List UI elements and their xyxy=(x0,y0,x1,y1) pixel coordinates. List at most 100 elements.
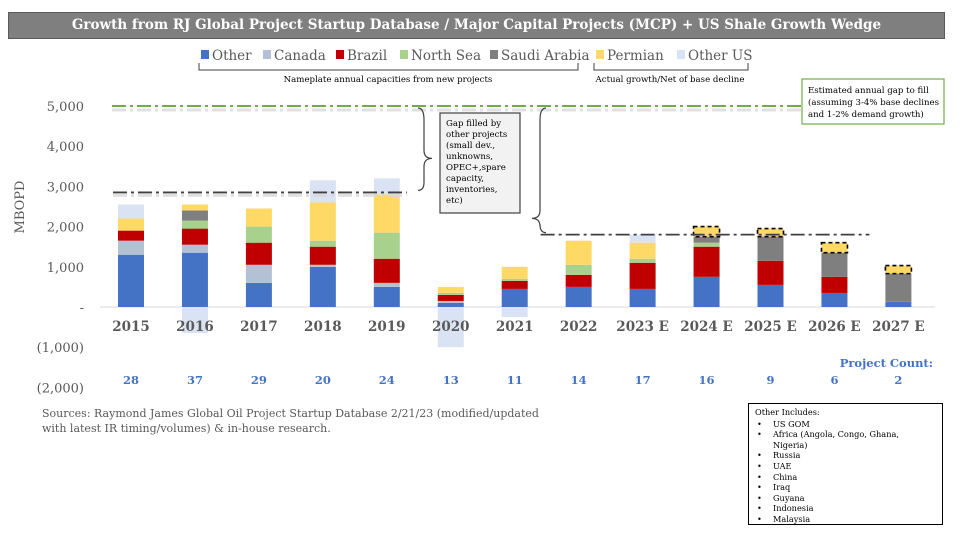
legend-bracket-nameplate xyxy=(198,63,579,71)
bar-saudi-arabia-2025-e xyxy=(757,236,784,261)
bar-canada-2019 xyxy=(373,282,400,287)
bar-north-sea-2024-e xyxy=(693,242,720,247)
bar-saudi-arabia-2024-e xyxy=(693,236,720,243)
y-tick-label: 5,000 xyxy=(47,100,84,115)
bar-other-2019 xyxy=(373,286,400,307)
bar-saudi-arabia-2016 xyxy=(181,210,208,221)
bar-saudi-arabia-2027-e xyxy=(885,273,912,302)
x-tick-label: 2025 E xyxy=(744,319,797,335)
other-includes-list: US GOMAfrica (Angola, Congo, Ghana, Nige… xyxy=(755,419,936,525)
legend-label-north-sea: North Sea xyxy=(411,48,481,64)
bar-canada-2018 xyxy=(309,264,336,267)
x-tick-label: 2019 xyxy=(368,319,406,335)
legend-label-brazil: Brazil xyxy=(347,48,387,64)
bar-brazil-2019 xyxy=(373,258,400,283)
bar-other-us-2019 xyxy=(373,178,400,195)
brace-right xyxy=(531,107,547,234)
bar-brazil-2022 xyxy=(565,274,592,287)
bar-north-sea-2020 xyxy=(437,292,464,295)
bar-other-2018 xyxy=(309,266,336,307)
estimated-gap-box xyxy=(801,78,945,125)
bar-other-2020 xyxy=(437,302,464,307)
bar-north-sea-2022 xyxy=(565,264,592,275)
bar-other-2024-e xyxy=(693,276,720,307)
y-tick-label: 2,000 xyxy=(47,221,84,236)
bar-other-us-negative-2021 xyxy=(501,307,528,318)
bar-other-2021 xyxy=(501,288,528,307)
bar-other-2015 xyxy=(118,254,144,307)
bar-brazil-2015 xyxy=(118,230,144,241)
project-count: 13 xyxy=(443,373,459,387)
bar-permian-2023-e xyxy=(629,242,656,259)
sources-note: Sources: Raymond James Global Oil Projec… xyxy=(42,407,539,435)
other-includes-item: US GOM xyxy=(755,419,936,430)
bar-permian-2024-e xyxy=(693,226,720,237)
gap-filled-text: Gap filled by other projects (small dev., u… xyxy=(446,119,507,206)
legend-swatch-saudi-arabia xyxy=(490,50,498,59)
y-tick-label: - xyxy=(80,301,84,316)
bar-permian-2016 xyxy=(181,204,208,211)
legend-swatch-other xyxy=(201,50,209,59)
legend-swatch-north-sea xyxy=(400,50,408,59)
legend-swatch-permian xyxy=(596,50,604,59)
bar-other-2016 xyxy=(181,252,208,307)
bar-other-us-negative-2020 xyxy=(437,307,464,348)
x-tick-label: 2027 E xyxy=(872,319,925,335)
legend-label-canada: Canada xyxy=(274,48,326,64)
bar-outline-2025-e xyxy=(756,227,785,238)
legend-label-other: Other xyxy=(212,48,252,64)
bar-canada-2015 xyxy=(118,240,144,255)
project-count: 16 xyxy=(699,373,715,387)
bar-permian-2025-e xyxy=(757,228,784,237)
project-count: 20 xyxy=(315,373,331,387)
project-count: 28 xyxy=(123,373,139,387)
other-includes-item: Malaysia xyxy=(755,514,936,525)
bar-outline-2024-e xyxy=(692,225,721,238)
project-count: 17 xyxy=(635,373,651,387)
other-includes-heading: Other Includes: xyxy=(755,407,820,417)
other-includes-item: China xyxy=(755,472,936,483)
y-tick-label: 3,000 xyxy=(47,180,84,195)
legend-label-permian: Permian xyxy=(607,48,664,64)
x-tick-label: 2015 xyxy=(112,319,150,335)
bar-other-2027-e xyxy=(885,301,912,307)
bar-other-us-2015 xyxy=(118,204,144,219)
legend-label-other-us: Other US xyxy=(688,48,753,64)
gap-filled-box xyxy=(439,112,521,214)
bar-other-us-2018 xyxy=(309,180,336,203)
bar-other-us-2023-e xyxy=(629,234,656,243)
x-tick-label: 2026 E xyxy=(808,319,861,335)
bar-permian-2020 xyxy=(437,286,464,293)
x-tick-label: 2024 E xyxy=(680,319,733,335)
x-tick-label: 2016 xyxy=(176,319,214,335)
bar-brazil-2023-e xyxy=(629,262,656,289)
bar-other-2023-e xyxy=(629,288,656,307)
bar-brazil-2026-e xyxy=(821,276,848,293)
project-count: 2 xyxy=(894,373,902,387)
bar-permian-2018 xyxy=(309,202,336,241)
project-count: 6 xyxy=(830,373,838,387)
y-tick-label: 1,000 xyxy=(47,261,84,276)
project-count: 29 xyxy=(251,373,267,387)
bar-permian-2015 xyxy=(118,218,144,231)
bar-permian-2017 xyxy=(245,208,272,227)
legend-bracket-actual xyxy=(593,63,749,71)
bar-permian-2026-e xyxy=(821,242,848,253)
x-tick-label: 2022 xyxy=(560,319,598,335)
bar-permian-2019 xyxy=(373,194,400,233)
legend-swatch-canada xyxy=(263,50,271,59)
other-includes-item: Indonesia xyxy=(755,503,936,514)
x-tick-label: 2020 xyxy=(432,319,470,335)
bar-other-us-negative-2016 xyxy=(181,307,208,334)
actual-caption: Actual growth/Net of base decline xyxy=(595,75,745,85)
brace-left xyxy=(417,107,433,192)
bar-north-sea-2016 xyxy=(181,220,208,229)
project-count: 37 xyxy=(187,373,203,387)
bar-brazil-2017 xyxy=(245,242,272,265)
legend-swatch-brazil xyxy=(336,50,344,59)
bar-north-sea-2021 xyxy=(501,278,528,281)
bar-permian-2027-e xyxy=(885,265,912,274)
bar-canada-2016 xyxy=(181,244,208,253)
